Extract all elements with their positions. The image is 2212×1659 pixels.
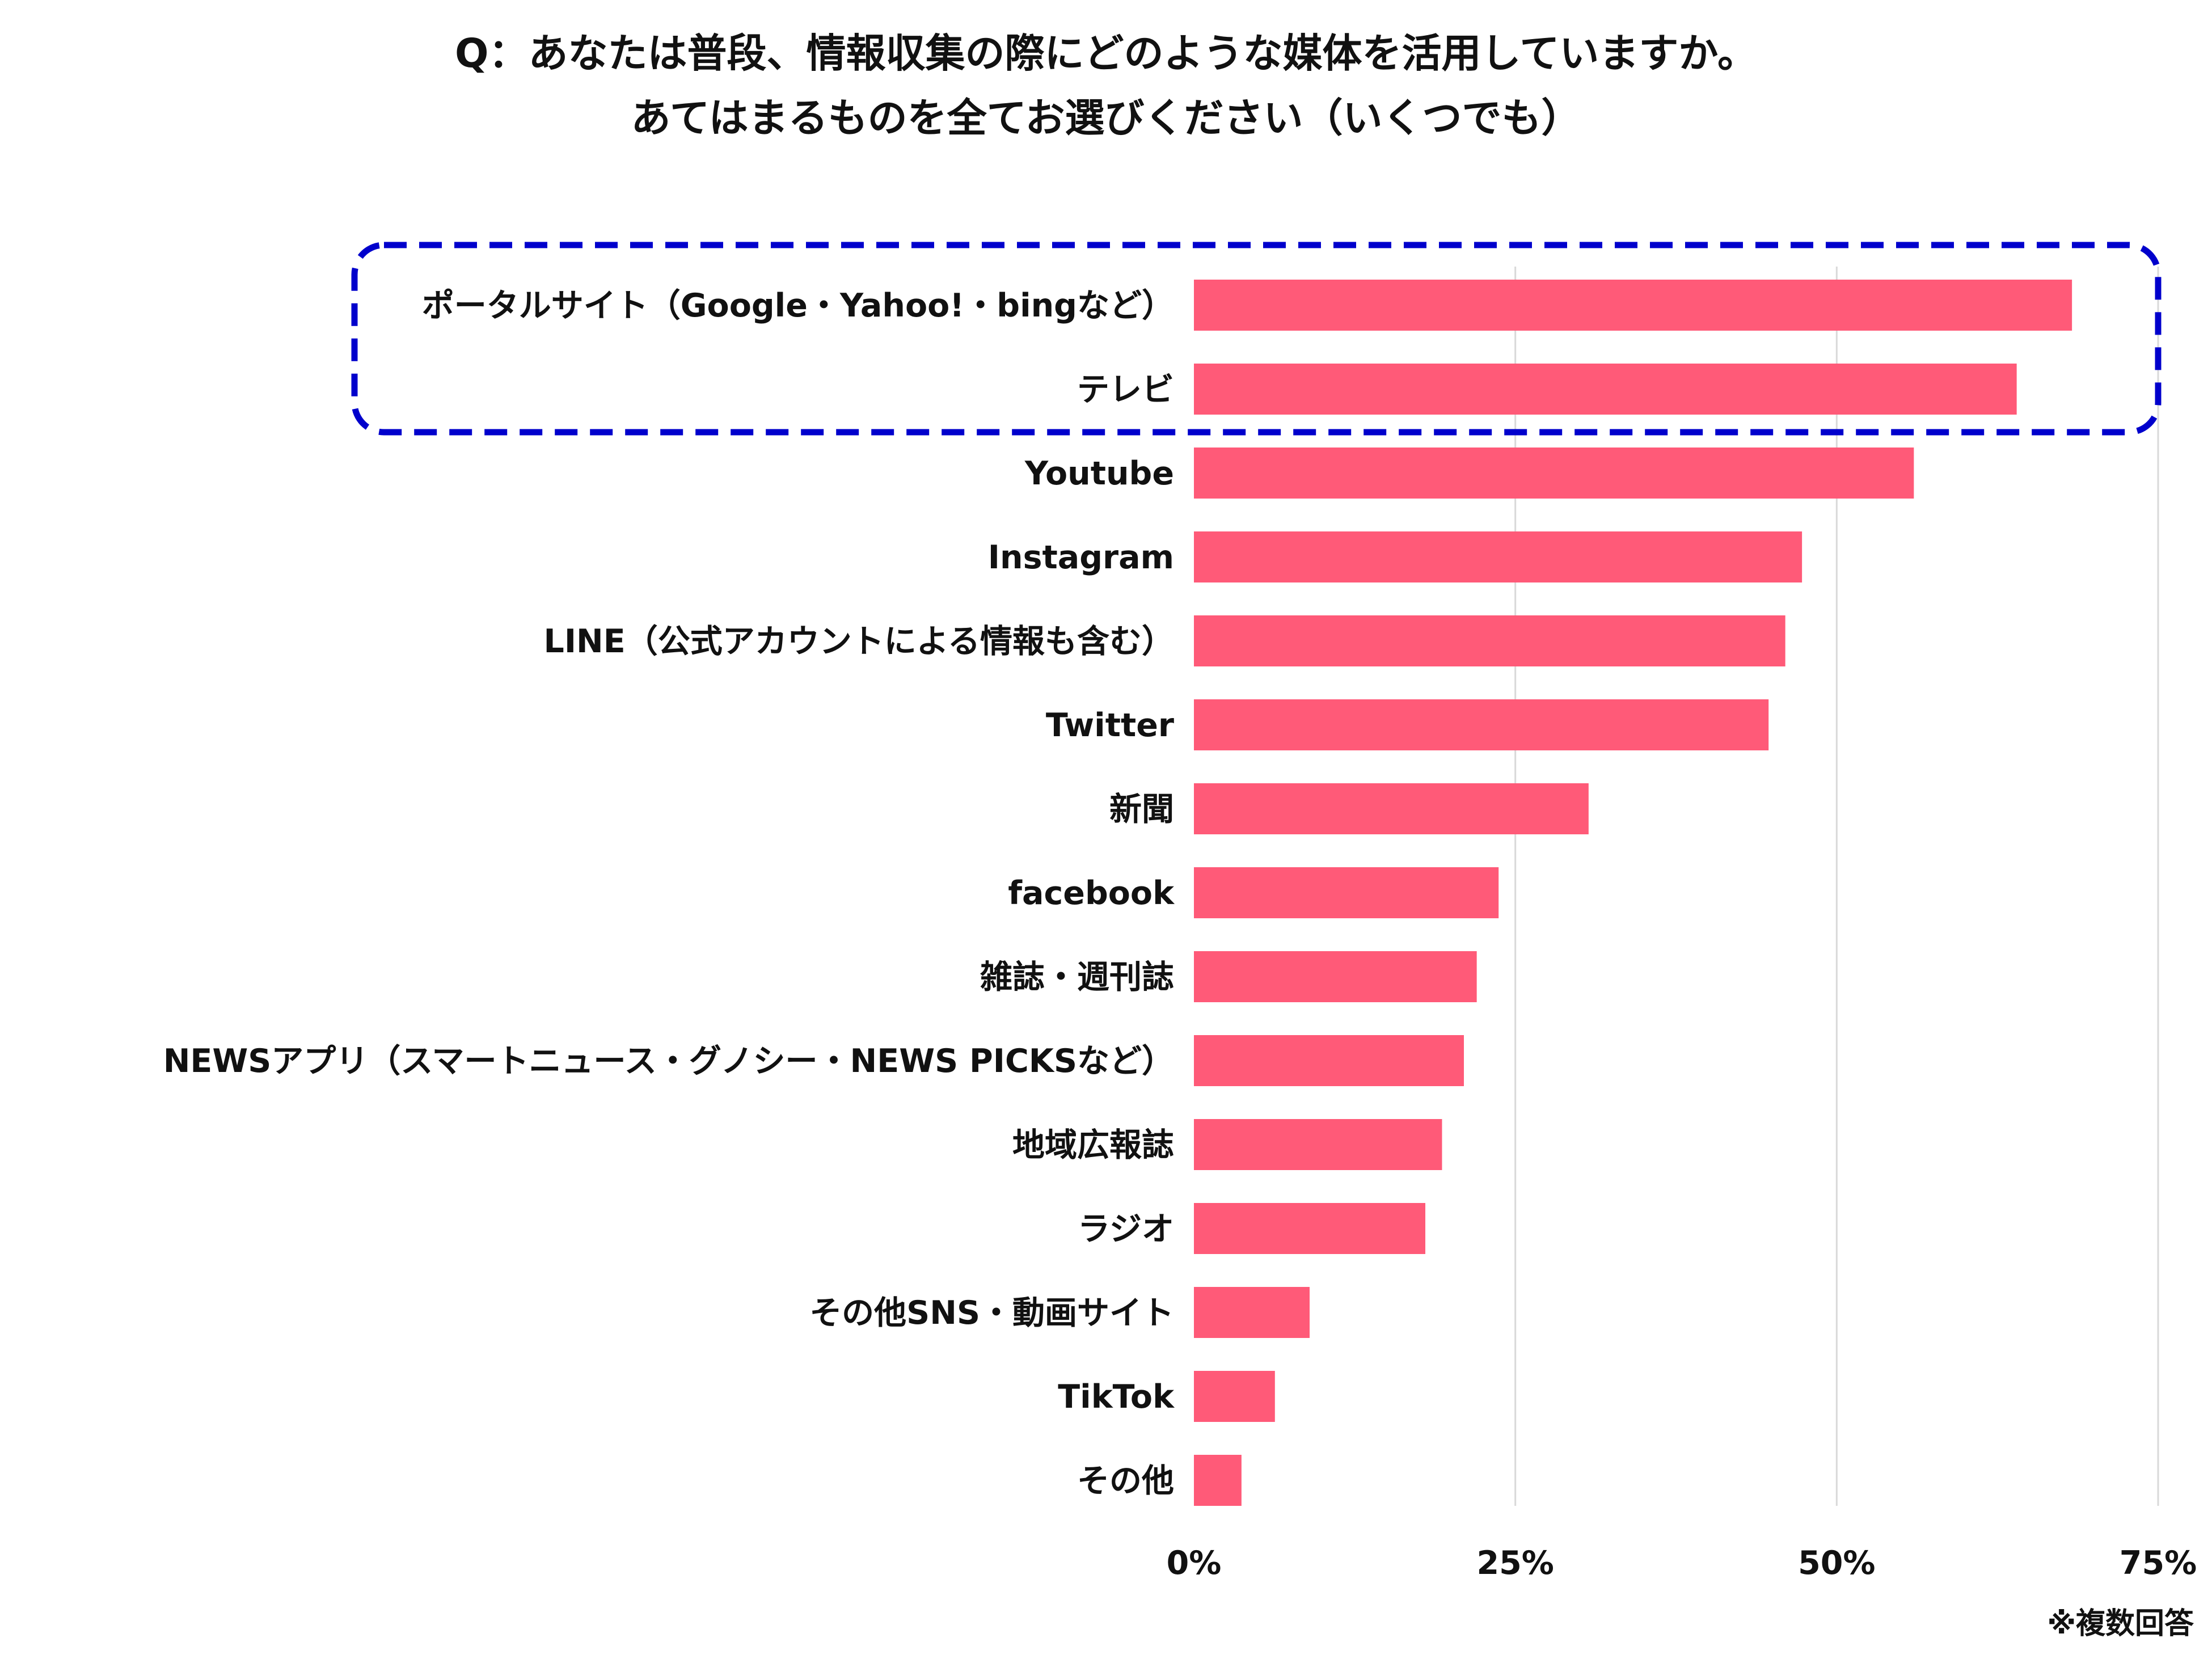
category-label: 地域広報誌 — [1012, 1126, 1174, 1164]
category-label: その他 — [1077, 1462, 1174, 1500]
chart-title: Q：あなたは普段、情報収集の際にどのような媒体を活用していますか。 あてはまるも… — [455, 30, 1757, 141]
category-label: ラジオ — [1078, 1210, 1174, 1248]
category-label: テレビ — [1077, 371, 1174, 408]
bar — [1194, 867, 1499, 918]
bar — [1194, 1035, 1464, 1086]
category-label: NEWSアプリ（スマートニュース・グノシー・NEWS PICKSなど） — [163, 1042, 1174, 1080]
bar — [1194, 699, 1769, 750]
bar — [1194, 280, 2072, 331]
bars — [1194, 280, 2072, 1506]
chart-title-line-2: あてはまるものを全てお選びください（いくつでも） — [631, 95, 1581, 141]
x-axis-ticks: 0% 25% 50% 75% — [1167, 1544, 2197, 1582]
bar — [1194, 1203, 1425, 1254]
bar — [1194, 1119, 1442, 1170]
category-label: Instagram — [988, 539, 1174, 576]
x-tick-label: 0% — [1167, 1544, 1222, 1582]
category-label: 雑誌・週刊誌 — [980, 959, 1174, 996]
category-label: TikTok — [1058, 1378, 1175, 1416]
bar — [1194, 1455, 1242, 1506]
multiple-answer-note: ※複数回答 — [2047, 1607, 2194, 1641]
bar — [1194, 364, 2017, 415]
category-label: LINE（公式アカウントによる情報も含む） — [544, 623, 1174, 660]
bar — [1194, 1371, 1275, 1422]
category-label: Twitter — [1046, 707, 1174, 744]
category-labels: ポータルサイト（Google・Yahoo!・bingなど） テレビ Youtube I… — [163, 287, 1175, 1500]
highlight-box — [351, 242, 2162, 436]
bar — [1194, 783, 1589, 834]
chart-title-line-1: Q：あなたは普段、情報収集の際にどのような媒体を活用していますか。 — [455, 30, 1757, 77]
x-tick-label: 50% — [1798, 1544, 1875, 1582]
category-label: facebook — [1008, 875, 1175, 912]
bar — [1194, 1287, 1310, 1338]
x-tick-label: 75% — [2120, 1544, 2197, 1582]
x-tick-label: 25% — [1476, 1544, 1554, 1582]
bar — [1194, 448, 1914, 499]
category-label: その他SNS・動画サイト — [809, 1294, 1174, 1332]
bar — [1194, 531, 1802, 582]
category-label: 新聞 — [1109, 791, 1174, 828]
bar — [1194, 615, 1785, 666]
bar — [1194, 951, 1477, 1002]
category-label: ポータルサイト（Google・Yahoo!・bingなど） — [422, 287, 1174, 324]
category-label: Youtube — [1024, 455, 1174, 492]
